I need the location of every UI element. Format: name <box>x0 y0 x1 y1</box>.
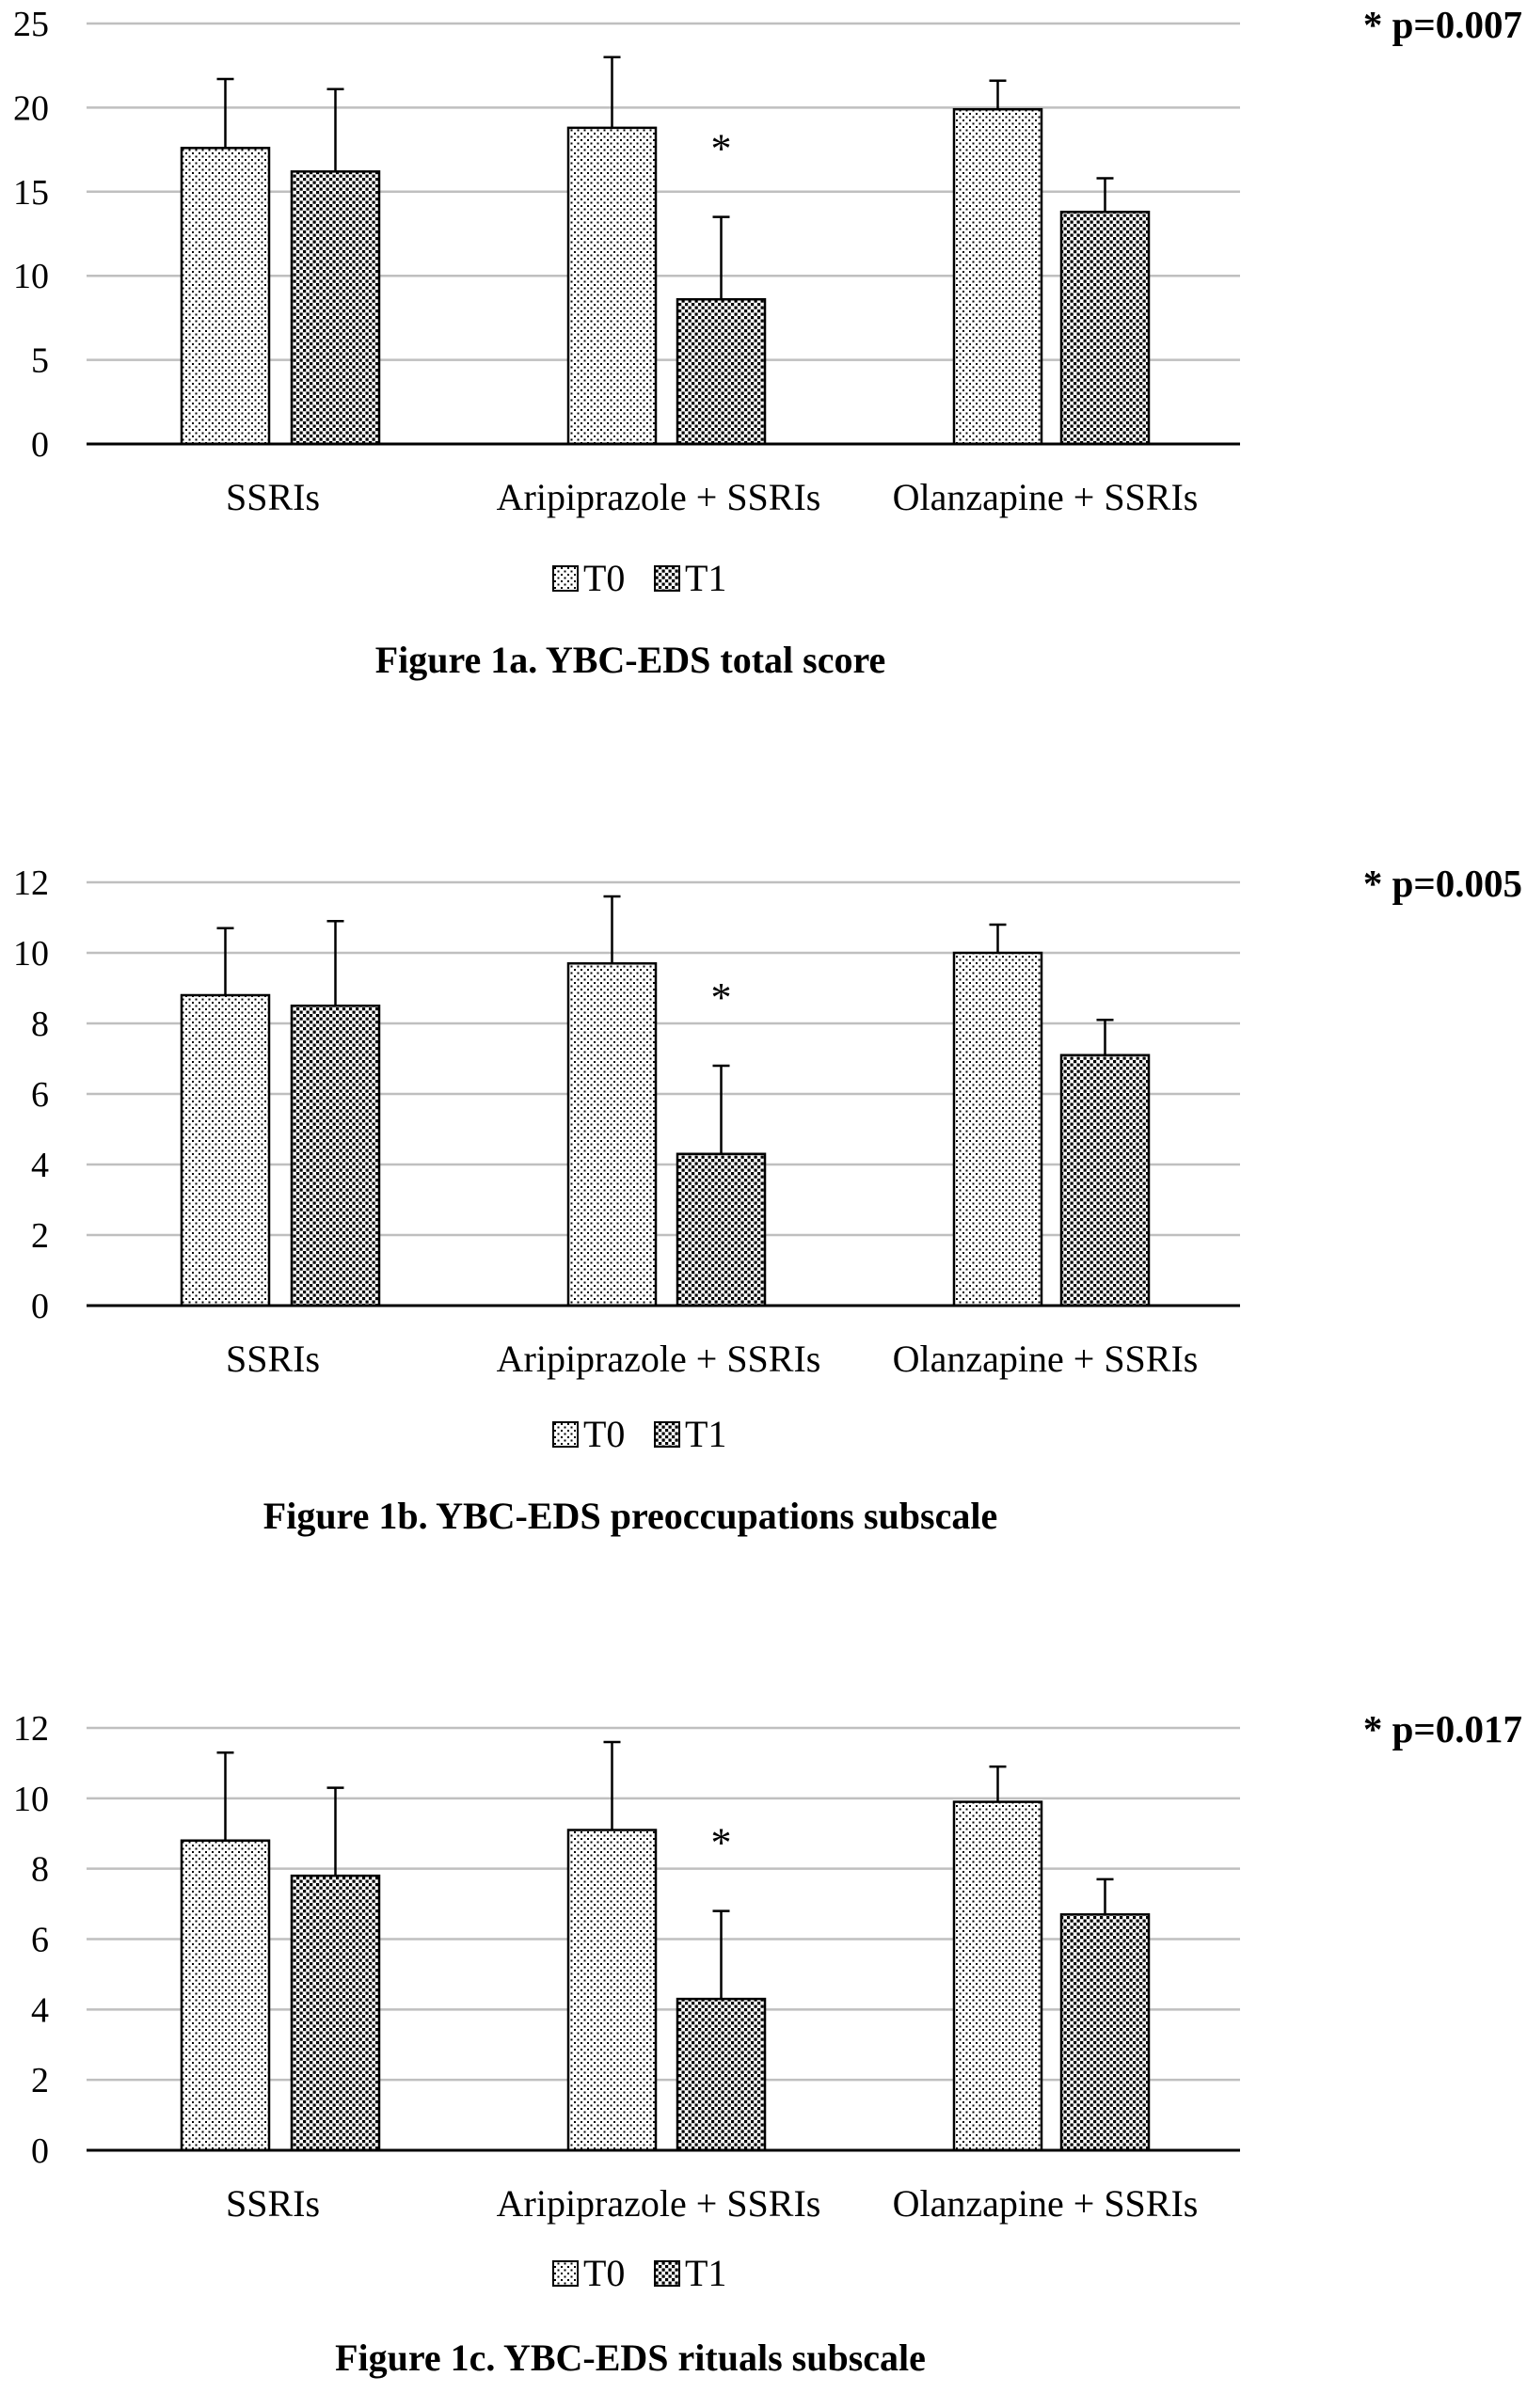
legend-swatch-t0 <box>552 565 579 592</box>
bar-t1 <box>676 297 767 446</box>
x-category-label: Olanzapine + SSRIs <box>893 476 1199 518</box>
y-tick-label: 25 <box>13 5 49 44</box>
p-value-annotation: * p=0.005 <box>1363 862 1522 905</box>
legend: T0 T1 <box>552 1413 726 1455</box>
legend-label: T0 <box>583 2252 625 2294</box>
legend-swatch-t1 <box>654 565 680 592</box>
y-tick-label: 12 <box>13 863 49 903</box>
figure-title: Figure 1c. YBC-EDS rituals subscale <box>335 2337 926 2379</box>
chart-panel-2: 0 2 4 6 8 10 12 * SSRIs Aripiprazole + SSRIs Olanz… <box>13 862 1522 1537</box>
p-value-annotation: * p=0.017 <box>1363 1707 1522 1751</box>
p-value-annotation: * p=0.007 <box>1363 3 1522 46</box>
y-tick-label: 0 <box>31 1287 49 1326</box>
y-tick-label: 10 <box>13 1780 49 1819</box>
bar-t0 <box>952 951 1043 1307</box>
x-category-label: Olanzapine + SSRIs <box>893 2182 1199 2225</box>
bar-t0 <box>952 107 1043 446</box>
y-tick-label: 4 <box>31 1146 49 1185</box>
chart-panel-3: 0 2 4 6 8 10 12 * SSRIs Aripiprazole + SSRIs Olanz… <box>13 1707 1522 2379</box>
y-tick-label: 12 <box>13 1709 49 1749</box>
y-tick-label: 5 <box>31 341 49 381</box>
legend-label: T0 <box>583 557 625 599</box>
bar-t0 <box>180 993 271 1307</box>
y-tick-label: 0 <box>31 425 49 465</box>
y-tick-label: 10 <box>13 934 49 974</box>
x-category-label: Aripiprazole + SSRIs <box>497 1338 821 1380</box>
bar-t1 <box>290 170 381 446</box>
bar-t0 <box>180 1839 271 2152</box>
bar-t0 <box>566 962 658 1307</box>
bar-t1 <box>290 1874 381 2152</box>
legend-swatch-t1 <box>654 1421 680 1448</box>
chart-panel-1: 0 5 10 15 20 25 * SSRIs Aripiprazole + SSRIs Olan… <box>13 3 1522 681</box>
legend: T0 T1 <box>552 557 726 599</box>
y-tick-label: 15 <box>13 173 49 213</box>
legend: T0 T1 <box>552 2252 726 2294</box>
x-category-label: SSRIs <box>226 476 320 518</box>
significance-star: * <box>711 974 732 1021</box>
bar-t1 <box>1059 1913 1151 2152</box>
bar-t0 <box>566 126 658 446</box>
figure-title: Figure 1b. YBC-EDS preoccupations subsca… <box>263 1495 997 1537</box>
figure-title: Figure 1a. YBC-EDS total score <box>375 639 886 681</box>
y-tick-label: 4 <box>31 1990 49 2030</box>
x-category-label: SSRIs <box>226 1338 320 1380</box>
y-tick-label: 0 <box>31 2131 49 2171</box>
x-category-label: SSRIs <box>226 2182 320 2225</box>
bar-t0 <box>180 147 271 446</box>
y-tick-label: 2 <box>31 2061 49 2100</box>
y-tick-label: 6 <box>31 1075 49 1115</box>
x-category-label: Aripiprazole + SSRIs <box>497 476 821 518</box>
x-category-label: Olanzapine + SSRIs <box>893 1338 1199 1380</box>
legend-label: T1 <box>685 1413 726 1455</box>
y-tick-label: 20 <box>13 88 49 128</box>
bar-t1 <box>676 1997 767 2152</box>
legend-label: T1 <box>685 557 726 599</box>
bar-t1 <box>1059 211 1151 446</box>
legend-swatch-t0 <box>552 1421 579 1448</box>
y-tick-label: 8 <box>31 1850 49 1890</box>
legend-label: T1 <box>685 2252 726 2294</box>
bar-t0 <box>566 1829 658 2152</box>
y-tick-label: 2 <box>31 1216 49 1256</box>
bar-t1 <box>1059 1054 1151 1307</box>
significance-star: * <box>711 126 732 172</box>
y-tick-label: 10 <box>13 257 49 296</box>
y-tick-label: 8 <box>31 1005 49 1044</box>
legend-swatch-t1 <box>654 2260 680 2287</box>
bar-t1 <box>676 1152 767 1307</box>
bar-t1 <box>290 1005 381 1307</box>
y-tick-label: 6 <box>31 1921 49 1960</box>
significance-star: * <box>711 1820 732 1866</box>
legend-swatch-t0 <box>552 2260 579 2287</box>
legend-label: T0 <box>583 1413 625 1455</box>
x-category-label: Aripiprazole + SSRIs <box>497 2182 821 2225</box>
bar-t0 <box>952 1800 1043 2152</box>
